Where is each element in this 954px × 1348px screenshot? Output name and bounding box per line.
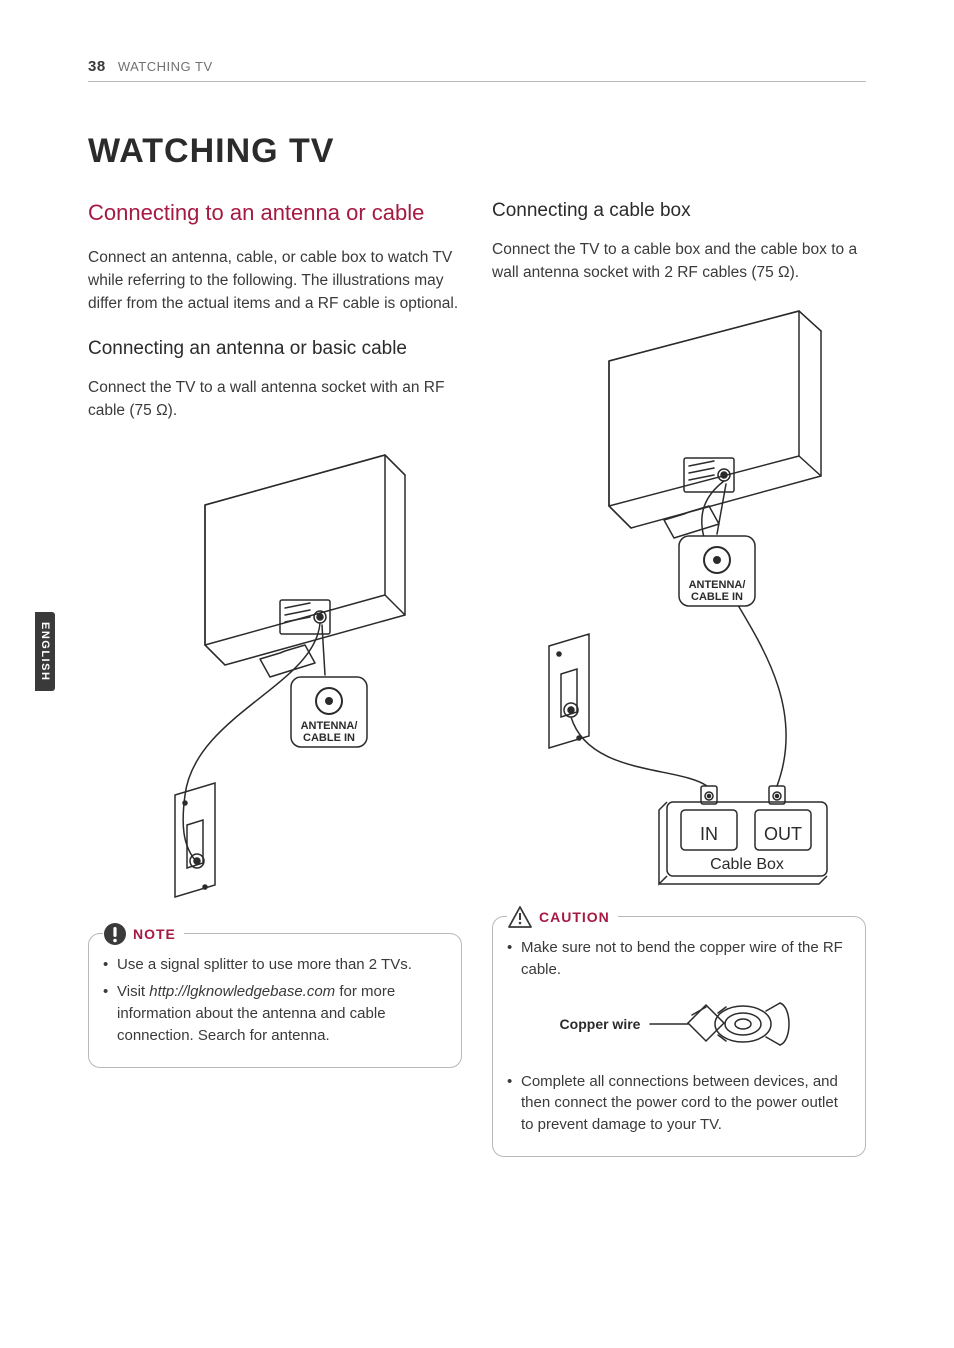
copper-wire-figure: Copper wire: [507, 993, 851, 1055]
note-item: Use a signal splitter to use more than 2…: [103, 954, 447, 976]
cablebox-diagram: ANTENNA/ CABLE IN: [492, 306, 866, 898]
right-column: Connecting a cable box Connect the TV to…: [492, 199, 866, 1157]
left-column: Connecting to an antenna or cable Connec…: [88, 199, 462, 1157]
svg-text:OUT: OUT: [764, 824, 802, 844]
caution-label-text: CAUTION: [539, 909, 610, 925]
section-heading-antenna: Connecting to an antenna or cable: [88, 199, 462, 228]
note-label: NOTE: [103, 922, 184, 946]
intro-paragraph: Connect an antenna, cable, or cable box …: [88, 246, 462, 316]
note-callout: NOTE Use a signal splitter to use more t…: [88, 933, 462, 1068]
page-title: WATCHING TV: [88, 132, 866, 171]
running-head-text: WATCHING TV: [118, 59, 213, 74]
content-columns: Connecting to an antenna or cable Connec…: [88, 199, 866, 1157]
note-label-text: NOTE: [133, 926, 176, 942]
svg-text:IN: IN: [700, 824, 718, 844]
rf-connector-icon: [648, 993, 798, 1055]
note-item: Visit http://lgknowledgebase.com for mor…: [103, 981, 447, 1046]
subheading-basic-cable: Connecting an antenna or basic cable: [88, 337, 462, 362]
cablebox-svg: ANTENNA/ CABLE IN: [509, 306, 849, 898]
cable-box-paragraph: Connect the TV to a cable box and the ca…: [492, 238, 866, 285]
subheading-cable-box: Connecting a cable box: [492, 199, 866, 224]
antenna-svg: ANTENNA/ CABLE IN: [125, 445, 425, 915]
caution-icon: [507, 905, 533, 929]
header-rule: [88, 81, 866, 82]
running-header: 38 WATCHING TV: [88, 58, 866, 75]
caution-item: Make sure not to bend the copper wire of…: [507, 937, 851, 981]
svg-text:CABLE IN: CABLE IN: [691, 591, 743, 603]
language-tab: ENGLISH: [35, 612, 55, 691]
copper-wire-label: Copper wire: [560, 1016, 641, 1032]
caution-label: CAUTION: [507, 905, 618, 929]
antenna-diagram: ANTENNA/ CABLE IN: [88, 445, 462, 915]
note-icon: [103, 922, 127, 946]
caution-callout: CAUTION Make sure not to bend the copper…: [492, 916, 866, 1157]
caution-item: Complete all connections between devices…: [507, 1071, 851, 1136]
port-label-2: CABLE IN: [303, 732, 355, 744]
page-number: 38: [88, 58, 106, 75]
basic-cable-paragraph: Connect the TV to a wall antenna socket …: [88, 376, 462, 423]
svg-text:Cable Box: Cable Box: [710, 856, 784, 873]
port-label-1: ANTENNA/: [301, 720, 358, 732]
svg-text:ANTENNA/: ANTENNA/: [689, 579, 746, 591]
